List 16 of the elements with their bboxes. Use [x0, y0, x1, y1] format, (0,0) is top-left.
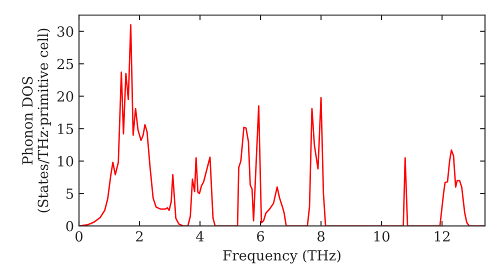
x-tick-label: 10 [374, 231, 390, 242]
x-tick-label: 4 [196, 231, 204, 242]
y-tick-label: 20 [57, 91, 74, 102]
y-tick-label: 25 [57, 58, 74, 70]
x-tick-label: 6 [257, 231, 264, 242]
y-tick-label: 10 [58, 156, 74, 167]
y-tick-label: 5 [66, 188, 74, 199]
x-tick-label: 2 [136, 231, 143, 242]
x-tick-label: 8 [318, 231, 325, 242]
y-axis-title: Phonon DOS (States/THz·primitive cell) [22, 28, 51, 212]
y-tick-label: 0 [66, 220, 74, 232]
y-tick-label: 30 [58, 26, 74, 37]
x-tick-label: 0 [75, 231, 82, 242]
x-tick-label: 12 [434, 231, 450, 242]
y-tick-label: 15 [58, 124, 74, 134]
x-axis-title: Frequency (THz) [223, 250, 340, 264]
